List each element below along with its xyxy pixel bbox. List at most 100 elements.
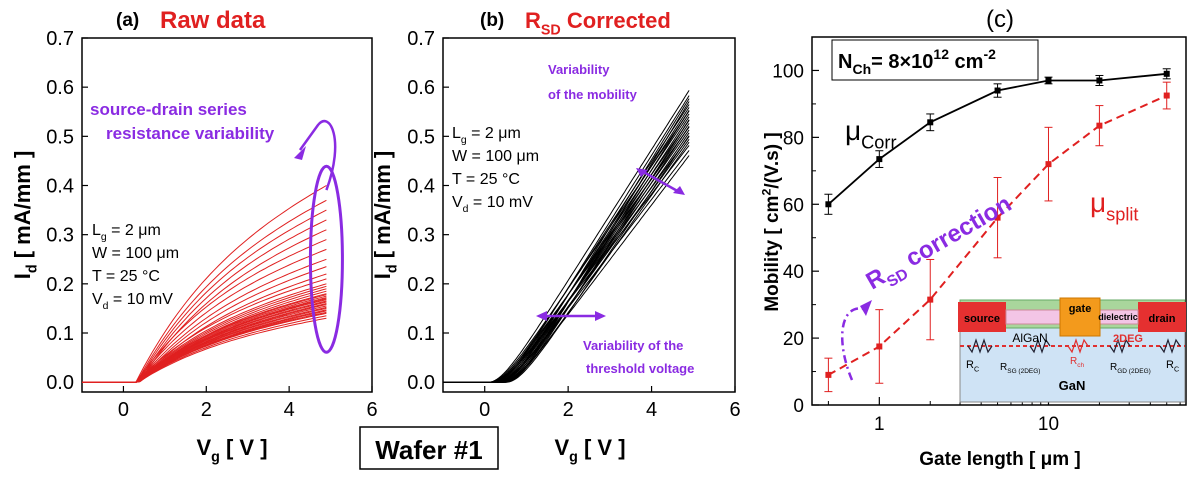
mobility-arrowhead	[673, 186, 685, 195]
y-tick-label: 0	[793, 396, 804, 417]
x-tick-label: 2	[201, 399, 212, 421]
y-tick-label: 0.1	[46, 323, 74, 345]
y-tick-label: 0.6	[46, 77, 74, 99]
y-tick-label: 0.6	[407, 77, 435, 99]
y-tick-label: 0.3	[407, 225, 435, 247]
nch-box	[831, 39, 1039, 81]
data-point	[994, 87, 1001, 94]
data-point	[876, 156, 883, 163]
panel-c: 0 20 40 60 80 100 1 10 gate dielectric source drain…	[759, 6, 1187, 470]
plot-frame	[81, 37, 373, 393]
inset-label: RC	[1166, 359, 1179, 373]
y-tick-label: 0.3	[46, 225, 74, 247]
mobility-arrowhead	[636, 168, 648, 177]
inset-label: dielectric	[1098, 312, 1138, 322]
inset-label: RC	[966, 359, 979, 373]
series-label: μCorr	[845, 115, 897, 152]
resistor-symbol	[1159, 338, 1181, 354]
variability-ellipse	[308, 164, 344, 354]
condition-label: Vd = 10 mV	[452, 194, 533, 215]
x-tick-label: 0	[479, 399, 490, 421]
inset-label: 2DEG	[1113, 333, 1143, 345]
mobility-annotation: Variability	[548, 62, 610, 77]
data-point	[1045, 77, 1052, 84]
mobility-annotation: of the mobility	[548, 87, 638, 102]
x-tick-label: 4	[284, 399, 295, 421]
panel-label: (a)	[116, 10, 139, 31]
gate-contact	[1059, 297, 1101, 337]
data-series-line	[82, 317, 327, 383]
resistor-symbol	[1109, 338, 1131, 354]
panel-b: 0.0 0.1 0.2 0.3 0.4 0.5 0.6 0.7 0 2 4 6 Variability o…	[370, 8, 741, 466]
wafer-label: Wafer #1	[375, 435, 482, 465]
drain-contact	[1138, 302, 1186, 332]
inset-label: drain	[1149, 313, 1176, 325]
panel-title: Raw data	[160, 7, 266, 34]
series-label: μsplit	[1090, 187, 1138, 224]
y-axis-label: Id [ mA/mm ]	[370, 151, 401, 280]
inset-label: gate	[1069, 303, 1092, 315]
variability-arrow	[298, 119, 337, 191]
data-point	[1096, 77, 1103, 84]
nch-label: NCh= 8×1012 cm-2	[838, 46, 996, 77]
y-tick-label: 0.2	[46, 274, 74, 296]
variability-arrowhead	[294, 146, 306, 160]
y-tick-label: 0.5	[407, 126, 435, 148]
data-point	[825, 371, 832, 378]
resistor-symbol	[1067, 338, 1089, 354]
data-point	[994, 214, 1001, 221]
condition-label: W = 100 μm	[452, 148, 539, 165]
threshold-arrowhead	[595, 311, 606, 321]
y-axis-label: Mobility [ cm2/(V.s) ]	[759, 132, 783, 311]
panel-label: (b)	[480, 10, 504, 31]
wafer-label-box	[359, 426, 499, 470]
y-tick-label: 0.0	[46, 372, 74, 394]
threshold-arrowhead	[536, 311, 547, 321]
threshold-annotation: Variability of the	[583, 338, 683, 353]
x-tick-label: 4	[646, 399, 657, 421]
condition-label: Lg = 2 μm	[452, 125, 521, 146]
data-point	[927, 296, 934, 303]
y-tick-label: 0.2	[407, 274, 435, 296]
x-tick-label: 6	[366, 399, 377, 421]
y-tick-label: 80	[783, 128, 804, 149]
panel-label: (c)	[986, 6, 1014, 33]
correction-label: RSD correction	[862, 190, 1019, 299]
device-inset: gate dielectric source drain AlGaN 2DEG GaN RC R…	[958, 297, 1186, 403]
y-tick-label: 100	[772, 61, 804, 82]
condition-label: T = 25 °C	[452, 171, 520, 188]
y-tick-label: 0.5	[46, 126, 74, 148]
y-tick-label: 0.7	[407, 28, 435, 50]
inset-label: RSG (2DEG)	[1000, 362, 1040, 375]
correction-arrow	[840, 307, 869, 381]
panel-title: RSD Corrected	[525, 8, 671, 39]
data-point	[1163, 92, 1170, 99]
plot-frame	[442, 37, 736, 393]
inset-label: GaN	[1059, 378, 1086, 393]
y-tick-label: 20	[783, 329, 804, 350]
x-tick-label: 10	[1038, 414, 1059, 435]
x-tick-label: 2	[563, 399, 574, 421]
x-axis-label: Vg [ V ]	[554, 435, 625, 466]
inset-label: AlGaN	[1012, 331, 1047, 345]
condition-label: Vd = 10 mV	[92, 291, 173, 312]
inset-label: source	[964, 313, 1000, 325]
y-tick-label: 40	[783, 262, 804, 283]
mobility-marker	[639, 168, 682, 195]
y-axis-label: Id [ mA/mm ]	[10, 151, 41, 280]
inset-label: RGD (2DEG)	[1110, 362, 1151, 375]
y-tick-label: 0.1	[407, 323, 435, 345]
data-point	[825, 201, 832, 208]
correction-arrowhead	[860, 300, 872, 316]
data-point	[1045, 161, 1052, 168]
annotation-line: source-drain series	[90, 100, 247, 119]
annotation-line: resistance variability	[106, 124, 275, 143]
x-tick-label: 0	[118, 399, 129, 421]
inset-label: Rch	[1070, 356, 1084, 369]
plot-frame	[811, 36, 1187, 406]
x-tick-label: 6	[729, 399, 740, 421]
x-axis-label: Vg [ V ]	[196, 435, 267, 466]
x-tick-label: 1	[874, 414, 885, 435]
condition-label: W = 100 μm	[92, 245, 179, 262]
